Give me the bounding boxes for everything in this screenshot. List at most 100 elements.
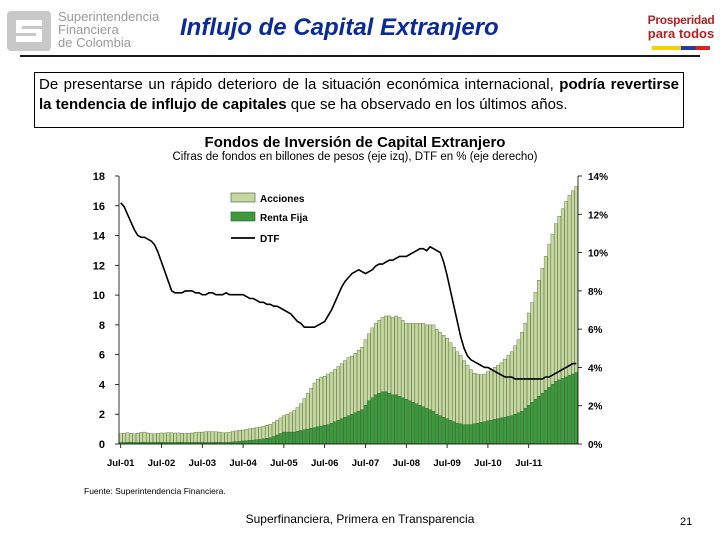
bar-renta-fija <box>418 405 422 445</box>
x-tick-label: Jul-11 <box>515 458 543 469</box>
bar-acciones <box>176 432 181 443</box>
bar-acciones <box>305 393 310 430</box>
bar-renta-fija <box>346 415 351 445</box>
bar-acciones <box>373 323 378 396</box>
bar-renta-fija <box>520 411 524 445</box>
chart-legend: Acciones Renta Fija DTF <box>230 192 308 245</box>
bar-acciones <box>540 268 545 394</box>
bar-renta-fija <box>513 414 517 445</box>
bar-acciones <box>224 432 228 443</box>
bar-renta-fija <box>285 431 290 445</box>
bar-acciones <box>149 433 154 443</box>
bar-acciones <box>258 426 262 440</box>
bar-renta-fija <box>540 393 545 445</box>
bar-acciones <box>384 315 388 393</box>
bar-acciones <box>506 355 511 417</box>
bar-acciones <box>210 431 215 443</box>
bar-renta-fija <box>282 431 286 445</box>
bar-renta-fija <box>353 412 358 445</box>
bar-acciones <box>139 432 143 443</box>
bar-acciones <box>316 379 320 428</box>
bar-renta-fija <box>431 411 436 445</box>
bar-acciones <box>411 323 415 403</box>
bar-acciones <box>163 432 167 443</box>
bar-acciones <box>424 324 429 409</box>
bar-renta-fija <box>554 381 558 445</box>
bar-renta-fija <box>254 439 259 445</box>
bar-acciones <box>448 342 453 421</box>
x-tick-label: Jul-01 <box>107 458 135 469</box>
bar-renta-fija <box>326 424 330 445</box>
bar-renta-fija <box>377 393 381 445</box>
bar-acciones <box>183 433 188 443</box>
x-tick-label: Jul-04 <box>229 458 257 469</box>
bar-renta-fija <box>339 418 344 445</box>
bar-renta-fija <box>295 431 300 445</box>
bar-acciones <box>173 432 177 443</box>
bar-renta-fija <box>380 391 385 445</box>
bar-renta-fija <box>319 425 324 445</box>
bar-acciones <box>377 320 381 394</box>
bar-acciones <box>190 432 194 443</box>
bar-renta-fija <box>322 425 327 445</box>
y-left-tick-label: 2 <box>99 409 105 421</box>
bar-acciones <box>574 186 579 373</box>
bar-acciones <box>122 433 126 443</box>
bar-acciones <box>550 233 555 385</box>
bar-renta-fija <box>448 420 453 445</box>
bar-acciones <box>509 351 514 416</box>
bar-renta-fija <box>496 418 500 445</box>
bar-renta-fija <box>404 399 409 445</box>
bar-acciones <box>543 256 548 391</box>
bar-acciones <box>492 367 497 420</box>
y-right-tick-label: 6% <box>588 325 603 336</box>
bar-renta-fija <box>312 427 317 445</box>
bar-acciones <box>156 433 160 443</box>
x-tick-label: Jul-09 <box>433 458 460 469</box>
bar-acciones <box>251 428 256 441</box>
bar-acciones <box>520 332 524 412</box>
bar-renta-fija <box>537 396 541 445</box>
bar-renta-fija <box>275 434 279 445</box>
bar-acciones <box>530 302 534 403</box>
bar-acciones <box>421 323 426 407</box>
bar-acciones <box>462 360 466 425</box>
bar-acciones <box>445 338 449 419</box>
bar-acciones <box>465 364 470 425</box>
prosperidad-logo-line-1: Prosperidad <box>647 13 715 27</box>
bar-acciones <box>299 403 303 431</box>
bar-renta-fija <box>268 437 273 445</box>
bar-renta-fija <box>441 417 446 445</box>
bar-renta-fija <box>367 400 371 445</box>
x-tick-label: Jul-06 <box>311 458 338 469</box>
intro-bold: podría revertirse la tendencia de influj… <box>39 76 680 113</box>
bar-acciones <box>193 432 198 443</box>
capital-funds-chart: Fondos de Inversión de Capital Extranjer… <box>84 134 608 496</box>
logo-line-3: de Colombia <box>58 35 131 50</box>
bar-acciones <box>401 320 405 399</box>
bar-renta-fija <box>411 402 415 445</box>
y-left-tick-label: 0 <box>99 439 105 451</box>
bar-acciones <box>407 323 412 401</box>
bar-acciones <box>326 373 330 425</box>
bar-renta-fija <box>509 415 514 445</box>
bar-acciones <box>292 410 296 433</box>
bar-acciones <box>428 324 432 410</box>
bar-renta-fija <box>469 424 473 445</box>
bar-renta-fija <box>445 418 449 445</box>
legend-swatch-renta-fija <box>230 211 256 222</box>
bar-renta-fija <box>237 441 242 445</box>
bar-acciones <box>336 366 341 421</box>
bar-acciones <box>152 433 157 443</box>
bar-acciones <box>533 291 538 400</box>
bar-renta-fija <box>333 421 337 445</box>
bar-renta-fija <box>567 375 572 445</box>
bar-renta-fija <box>465 424 470 445</box>
bar-renta-fija <box>564 376 568 445</box>
bar-acciones <box>394 315 398 396</box>
bar-acciones <box>343 360 347 418</box>
y-right-tick-label: 0% <box>588 440 603 451</box>
bar-renta-fija <box>258 439 262 445</box>
chart-title: Fondos de Inversión de Capital Extranjer… <box>205 134 506 151</box>
bar-acciones <box>353 353 358 413</box>
